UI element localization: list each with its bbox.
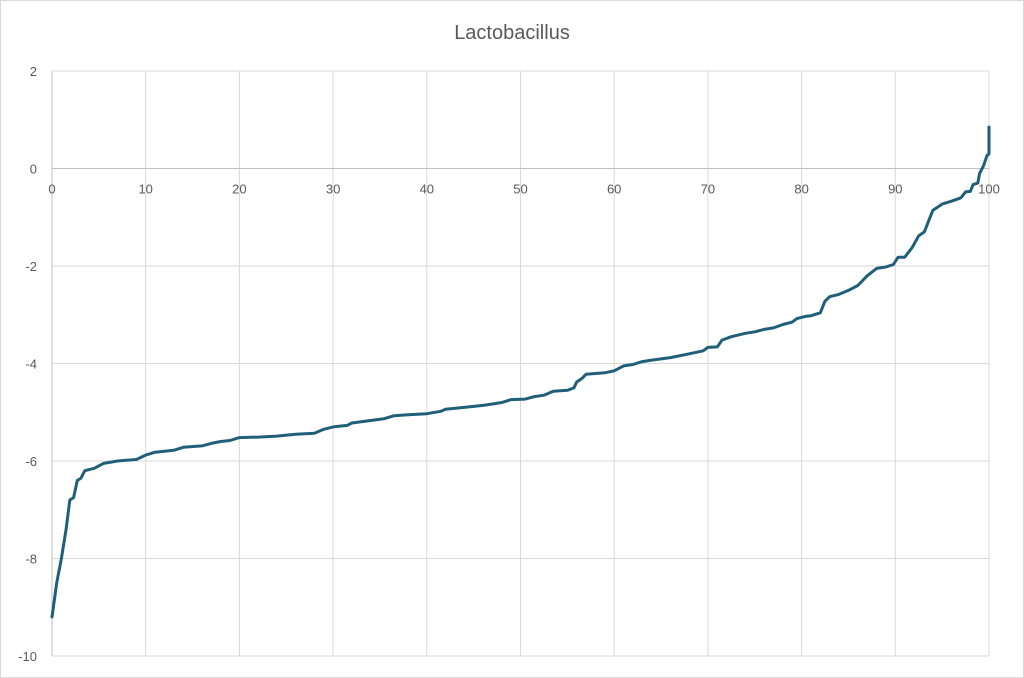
x-tick-label: 90 — [888, 182, 902, 197]
x-tick-label: 60 — [607, 182, 621, 197]
chart-title: Lactobacillus — [454, 22, 570, 44]
y-tick-label: -8 — [25, 552, 37, 567]
y-tick-label: -4 — [25, 357, 37, 372]
x-tick-label: 10 — [138, 182, 152, 197]
series-line — [50, 125, 991, 619]
x-tick-label: 30 — [326, 182, 340, 197]
grid-layer — [52, 70, 990, 657]
y-tick-label: -10 — [18, 649, 37, 664]
axis-layer — [51, 71, 989, 656]
y-tick-label: -6 — [25, 454, 37, 469]
x-tick-label: 20 — [232, 182, 246, 197]
x-tick-label: 80 — [794, 182, 808, 197]
series-layer — [50, 125, 991, 619]
x-tick-label: 0 — [48, 182, 55, 197]
x-tick-label: 100 — [978, 182, 1000, 197]
y-tick-label: -2 — [25, 259, 37, 274]
x-tick-label: 40 — [420, 182, 434, 197]
y-tick-label: 2 — [30, 64, 37, 79]
x-tick-label: 70 — [701, 182, 715, 197]
tick-labels: 20-2-4-6-8-100 10 20 30 40 50 60 70 80 90 100 — [18, 64, 1000, 664]
x-tick-label: 50 — [513, 182, 527, 197]
y-tick-label: 0 — [30, 162, 37, 177]
